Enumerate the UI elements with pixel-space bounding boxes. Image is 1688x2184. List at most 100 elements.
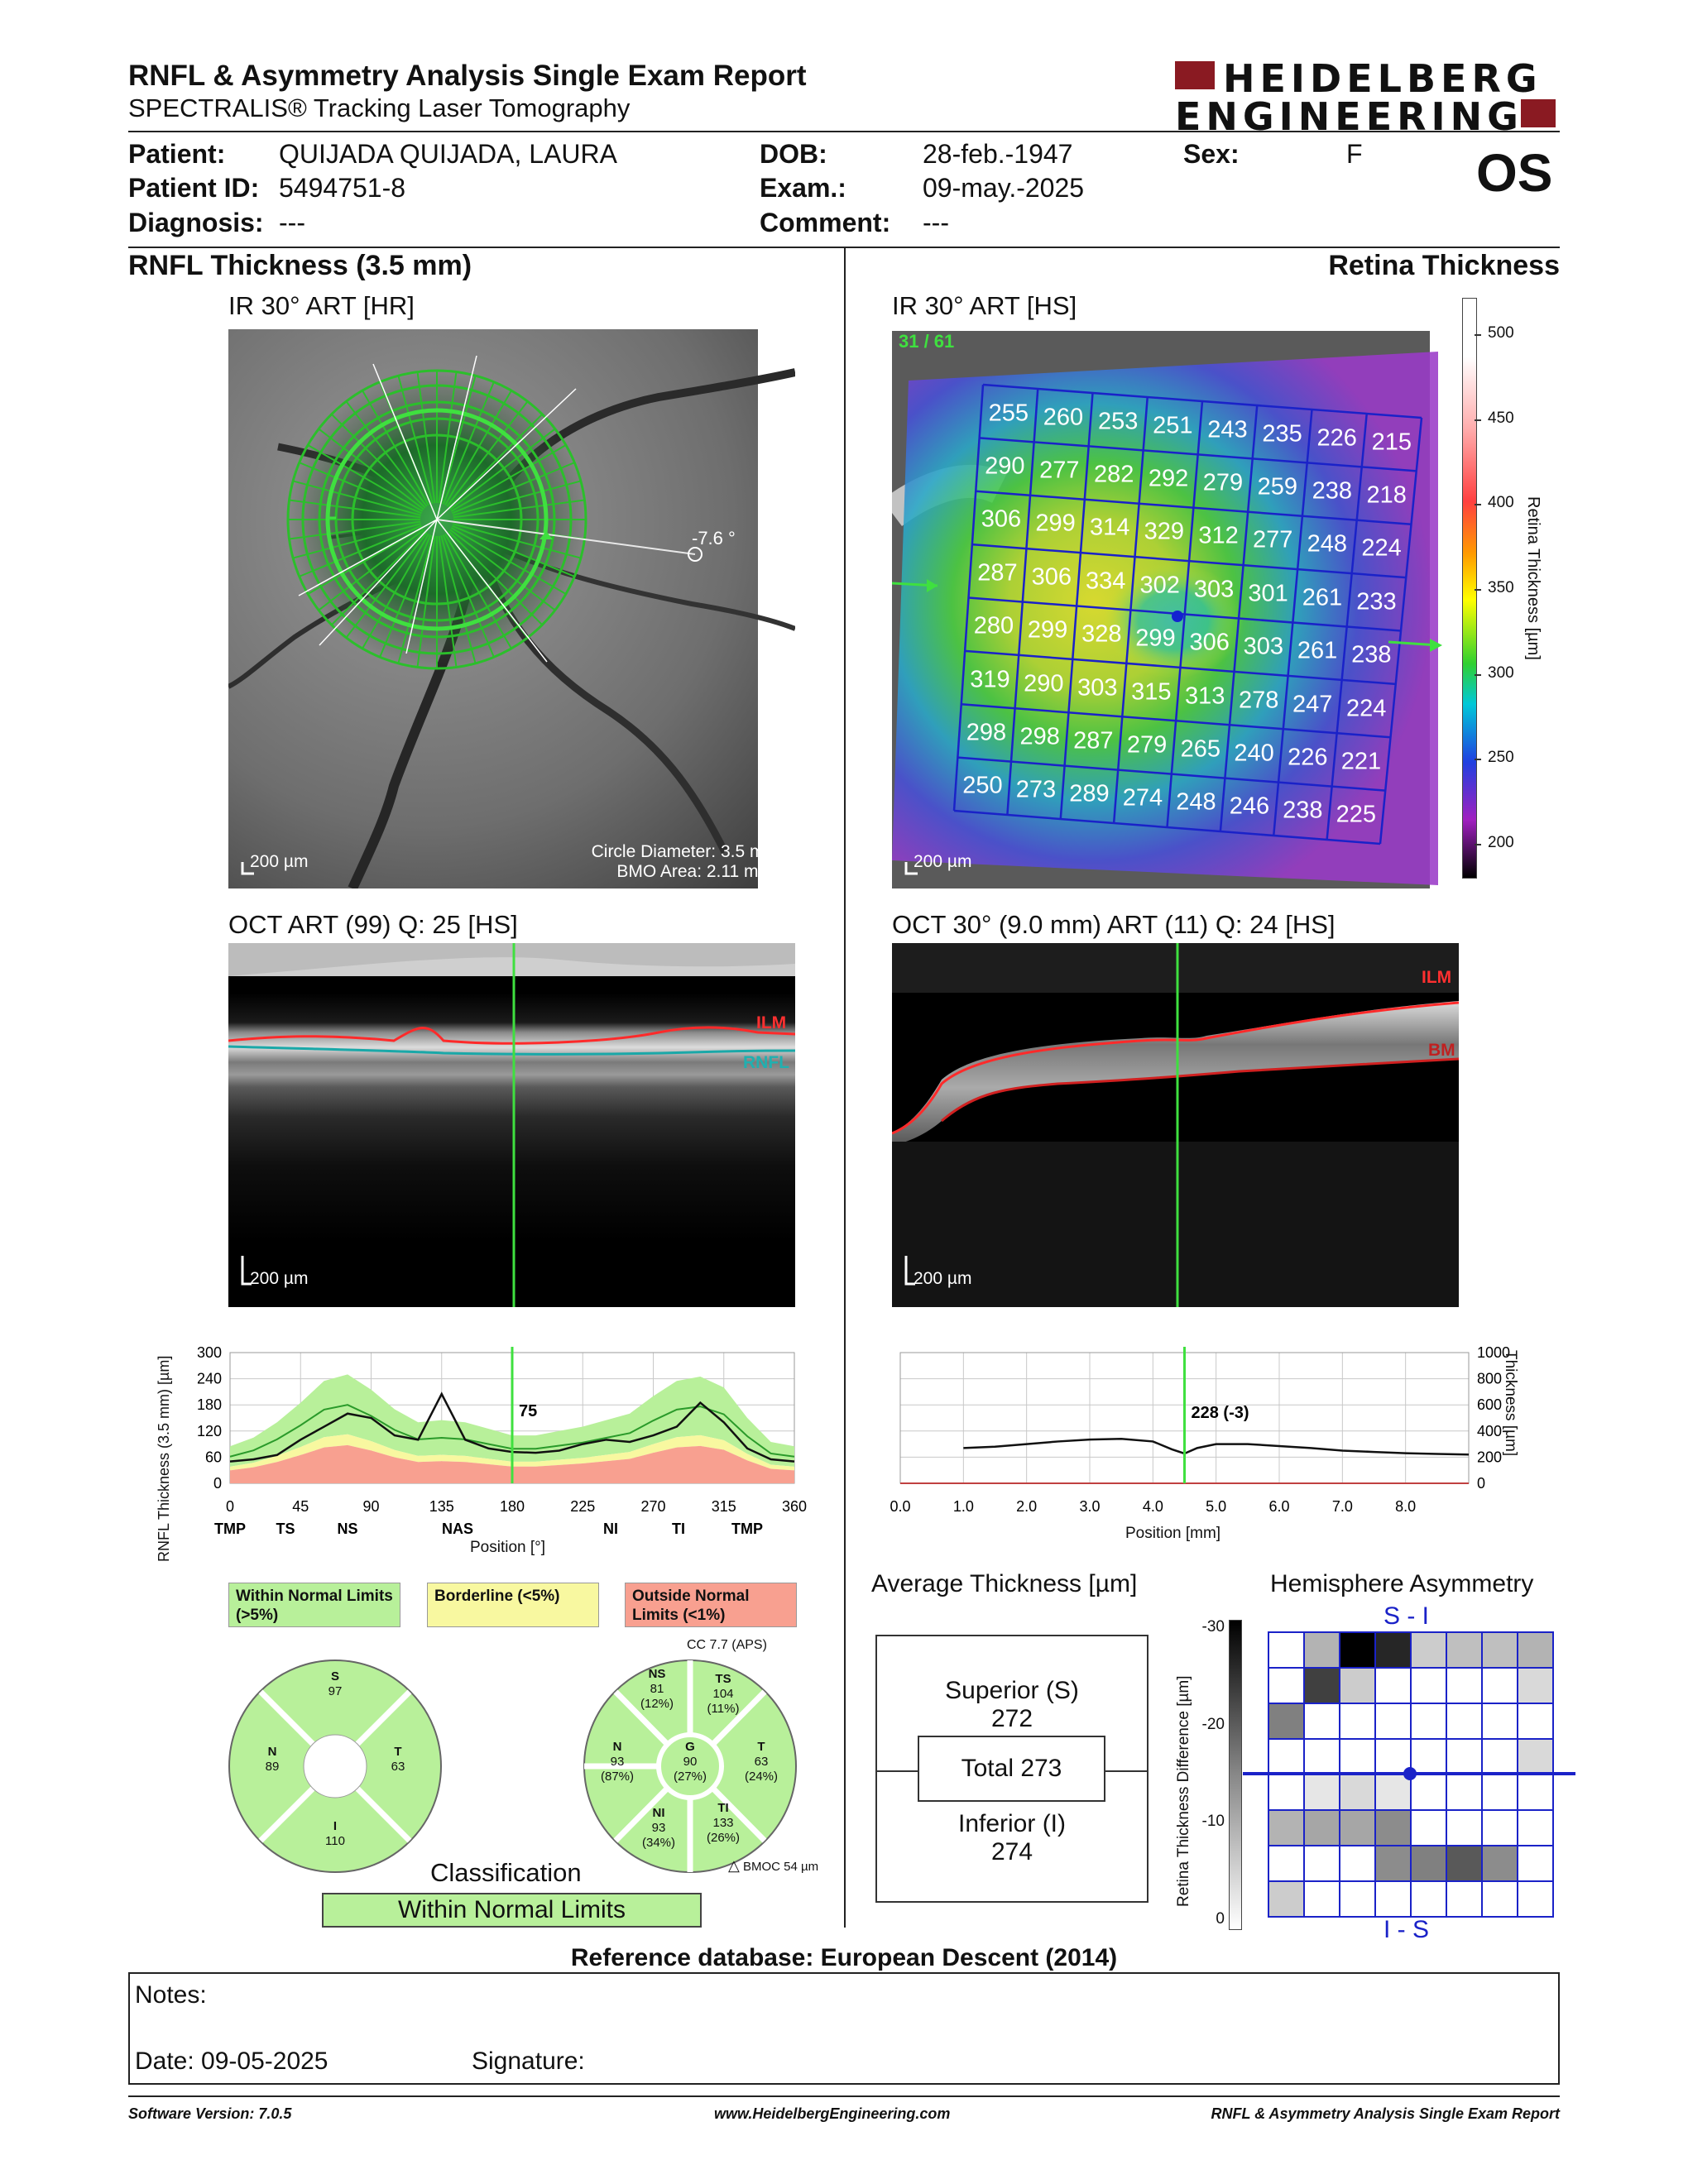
pie4-t-label: T [394, 1745, 402, 1759]
grid-cell-value: 247 [1292, 691, 1333, 718]
asymmetry-cell [1339, 1703, 1376, 1740]
average-thickness-title: Average Thickness [µm] [871, 1570, 1138, 1597]
x-tick-label: 360 [782, 1498, 807, 1515]
y-tick-label: 200 [1477, 1449, 1502, 1465]
left-ir-image: -7.6 ° 200 µm Circle Diameter: 3.5 mm BM… [228, 323, 795, 888]
asymmetry-cell [1268, 1738, 1305, 1775]
asymmetry-cell [1374, 1631, 1412, 1669]
grid-cell-value: 255 [988, 400, 1029, 427]
pie6-n-pct: (87%) [600, 1770, 634, 1784]
asymmetry-cell [1339, 1631, 1376, 1669]
retina-thickness-chart: 0 200 400 600 800 1000 0.0 1.0 2.0 3.0 4.0 5.0 6.0 7.… [861, 1324, 1523, 1572]
sex-value: F [1346, 139, 1363, 169]
superior-value: 272 [990, 1705, 1033, 1732]
asymmetry-cell [1517, 1703, 1554, 1740]
patient-label: Patient: [128, 139, 226, 169]
asymmetry-cell [1410, 1880, 1447, 1918]
asymmetry-cell [1517, 1774, 1554, 1811]
grid-cell-value: 277 [1039, 457, 1080, 484]
asymmetry-cell [1446, 1667, 1483, 1704]
grid-cell-value: 287 [977, 559, 1018, 587]
grid-cell-value: 303 [1077, 674, 1118, 702]
grid-cell-value: 215 [1371, 429, 1412, 456]
grid-cell-value: 299 [1135, 625, 1176, 652]
asymmetry-cell [1268, 1880, 1305, 1918]
inferior-label: Inferior (I) [957, 1810, 1067, 1837]
pie6-ts-pct: (11%) [707, 1702, 740, 1716]
asymmetry-cell [1481, 1880, 1518, 1918]
pie6-ns-value: 81 [650, 1682, 664, 1696]
y-tick-label: 1000 [1477, 1344, 1510, 1361]
rnfl-thickness-chart: 0 60 120 180 240 300 0 45 90 135 180 225 270 315 360 75… [157, 1324, 819, 1572]
colorbar-tick: 400 [1488, 494, 1514, 512]
x-tick-label: 3.0 [1079, 1498, 1100, 1515]
left-ir-fundus [228, 323, 795, 888]
pie4-n-value: 89 [265, 1760, 280, 1774]
pie4-s-value: 97 [328, 1684, 343, 1698]
grid-cell-value: 224 [1345, 695, 1387, 722]
grid-cell-value: 306 [981, 505, 1022, 533]
right-oct-scale: 200 µm [914, 1269, 972, 1288]
asymmetry-cell [1303, 1738, 1340, 1775]
asymmetry-cell [1410, 1809, 1447, 1846]
pie6-g-value: 90 [683, 1755, 698, 1769]
asymmetry-cell [1303, 1667, 1340, 1704]
grid-cell-value: 238 [1351, 641, 1392, 668]
rnfl-section-title: RNFL Thickness (3.5 mm) [128, 250, 472, 281]
legend-outside: Outside Normal Limits (<1%) [625, 1583, 797, 1627]
left-oct-ilm: ILM [756, 1013, 787, 1032]
footer-report: RNFL & Asymmetry Analysis Single Exam Re… [1211, 2105, 1560, 2122]
circle-diameter: Circle Diameter: 3.5 mm [591, 842, 779, 861]
asymmetry-tick: 0 [1216, 1910, 1225, 1928]
grid-cell-value: 246 [1229, 793, 1270, 820]
outside-normal-band [230, 1444, 794, 1483]
asymmetry-cell [1339, 1809, 1376, 1846]
bmoc-label: △ BMOC 54 µm [728, 1857, 818, 1875]
grid-cell-value: 334 [1086, 568, 1126, 595]
asymmetry-cell [1374, 1738, 1412, 1775]
ir-counter: 31 / 61 [899, 331, 955, 352]
x-tick-label: 45 [292, 1498, 309, 1515]
y-tick-label: 240 [197, 1371, 222, 1387]
grid-cell-value: 224 [1361, 534, 1402, 562]
pie6-t-value: 63 [754, 1755, 769, 1769]
patient-name: QUIJADA QUIJADA, LAURA [279, 139, 617, 169]
sex-label: Sex: [1183, 139, 1240, 169]
grid-cell-value: 298 [966, 719, 1007, 746]
grid-cell-value: 306 [1031, 563, 1072, 591]
thickness-grid-values: 255 260 253 251 243 235 226 215 290 277 282 292 279 2… [892, 323, 1459, 888]
inferior-value: 274 [990, 1838, 1033, 1866]
comment-label: Comment: [760, 208, 891, 237]
grid-cell-value: 273 [1015, 776, 1057, 803]
asymmetry-cell [1517, 1809, 1554, 1846]
average-thickness-box [875, 1635, 1149, 1903]
report-title: RNFL & Asymmetry Analysis Single Exam Re… [128, 60, 807, 92]
grid-cell-value: 218 [1366, 481, 1407, 509]
grid-cell-value: 289 [1069, 780, 1110, 807]
patient-id-label: Patient ID: [128, 173, 260, 203]
pie6-ns-pct: (12%) [640, 1697, 674, 1711]
thickness-colorbar [1462, 298, 1477, 879]
rnfl-chart-ylabel: RNFL Thickness (3.5 mm) [µm] [156, 1355, 172, 1562]
asymmetry-cell [1446, 1631, 1483, 1669]
right-oct-title: OCT 30° (9.0 mm) ART (11) Q: 24 [HS] [892, 910, 1336, 939]
asymmetry-cell [1268, 1667, 1305, 1704]
asymmetry-tick: -20 [1201, 1715, 1225, 1733]
pie6-g-label: G [685, 1740, 695, 1754]
x-tick-label: 315 [712, 1498, 736, 1515]
grid-cell-value: 329 [1144, 518, 1185, 545]
asymmetry-cell [1268, 1631, 1305, 1669]
grid-cell-value: 248 [1176, 788, 1216, 816]
exam-value: 09-may.-2025 [923, 173, 1085, 203]
asymmetry-ticks: -30 -20 -10 0 [1192, 1618, 1228, 1928]
asymmetry-cell [1374, 1880, 1412, 1918]
sector-label: NI [603, 1521, 618, 1537]
asymmetry-cell [1374, 1667, 1412, 1704]
pie4-s-label: S [330, 1669, 339, 1684]
grid-cell-value: 312 [1198, 522, 1239, 549]
asymmetry-title: Hemisphere Asymmetry [1270, 1570, 1534, 1597]
delta-icon: △ [728, 1857, 740, 1874]
series-line [963, 1438, 1470, 1456]
borderline-band [230, 1434, 794, 1471]
footer-website[interactable]: www.HeidelbergEngineering.com [714, 2105, 951, 2122]
